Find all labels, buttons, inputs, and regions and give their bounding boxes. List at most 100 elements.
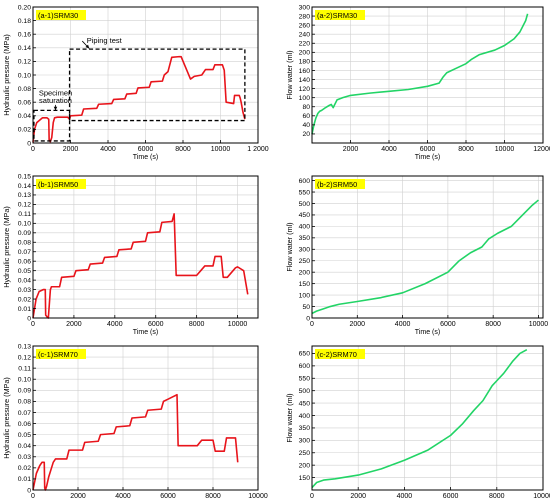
y-tick-label: 180 [299,59,311,66]
x-tick-label: 8000 [189,321,205,328]
dashed-region-box [68,48,246,122]
y-tick-label: 0.08 [18,86,31,93]
y-tick-label: 350 [299,425,311,432]
y-tick-label: 220 [299,41,311,48]
y-tick-label: 200 [299,462,311,469]
y-tick-label: 240 [299,32,311,39]
panel-c2: 150 200 250 300 350 400 450 500 550 600 650 0 2000 40… [285,345,550,500]
annotation-arrowhead [53,106,58,111]
x-tick-label: 10000 [228,321,248,328]
panel-badge-bg [315,179,365,189]
panel-a2: 20 40 60 80 100 120 140 160 180 200 220 240 260 280 30… [285,4,550,161]
y-tick-label: 0.09 [18,230,31,237]
y-tick-label: 0.03 [18,287,31,294]
y-tick-label: 0.01 [18,476,31,483]
y-tick-label: 0.02 [18,296,31,303]
y-axis-label: Hydraulic pressure (MPa) [2,206,11,287]
panel-badge-label: (a-2)SRM30 [317,11,357,20]
x-tick-label: 0 [310,493,314,500]
y-tick-label: 250 [299,450,311,457]
y-tick-label: 0.02 [18,465,31,472]
panel-badge-label: (b-2)SRM50 [317,180,357,189]
y-tick-label: 0.02 [18,127,31,134]
y-tick-label: 0.03 [18,454,31,461]
y-tick-label: 20 [302,131,310,138]
y-tick-label: 0.04 [18,113,31,120]
x-tick-label: 0 [310,321,314,328]
x-tick-label: 10000 [529,321,549,328]
x-tick-label: 8000 [458,146,474,153]
y-tick-label: 0 [27,487,31,494]
plot-frame [311,175,544,319]
annotation-label: Piping test [87,36,123,45]
y-tick-label: 0.11 [18,365,31,372]
y-tick-label: 600 [299,363,311,370]
y-tick-label: 100 [299,95,311,102]
panel-badge-bg [36,349,86,359]
y-tick-label: 0.20 [18,4,31,11]
x-axis-label: Time (s) [133,154,158,161]
x-tick-label: 2000 [63,146,79,153]
x-tick-label: 0 [31,146,35,153]
y-tick-label: 0.11 [18,211,31,218]
y-tick-label: 0.04 [18,277,31,284]
x-tick-label: 2000 [343,146,359,153]
plot-frame [32,345,259,491]
x-axis-label: Time (s) [415,154,440,161]
y-tick-label: 50 [302,304,310,311]
x-tick-label: 0 [31,493,35,500]
y-tick-label: 0.07 [18,249,31,256]
x-tick-label: 10000 [533,493,550,500]
x-tick-label: 6000 [148,321,164,328]
y-tick-label: 80 [302,104,310,111]
y-tick-label: 500 [299,201,311,208]
y-tick-label: 0.06 [18,259,31,266]
y-tick-label: 500 [299,388,311,395]
y-tick-label: 400 [299,413,311,420]
y-tick-label: 0 [27,140,31,147]
y-tick-label: 280 [299,13,311,20]
plot-frame [32,175,259,319]
x-tick-label: 2000 [350,321,366,328]
y-tick-label: 0.14 [18,183,31,190]
y-tick-label: 150 [299,281,311,288]
y-axis-label: Hydraulic pressure (MPa) [2,377,11,458]
y-tick-label: 600 [299,178,311,185]
x-tick-label: 4000 [397,493,413,500]
x-tick-label: 1 2000 [247,146,269,153]
series-line-a1 [32,55,246,143]
y-tick-label: 250 [299,258,311,265]
y-tick-label: 450 [299,400,311,407]
x-tick-label: 8000 [175,146,191,153]
x-tick-label: 2000 [66,321,82,328]
panel-b1: 0 0.01 0.02 0.03 0.04 0.05 0.06 0.07 0.08 0.09 0.1… [2,173,259,336]
panel-badge-label: (a-1)SRM30 [38,11,78,20]
x-tick-label: 10000 [248,493,268,500]
y-axis-label: Flow water (ml) [285,393,294,442]
y-tick-label: 0.16 [18,32,31,39]
y-tick-label: 0.04 [18,443,31,450]
y-tick-label: 650 [299,351,311,358]
x-tick-label: 6000 [443,493,459,500]
y-tick-label: 0.18 [18,18,31,25]
y-tick-label: 0.07 [18,410,31,417]
annotation-label: saturation [39,96,72,105]
y-tick-label: 120 [299,86,311,93]
annotation-label: Specimen [39,88,72,97]
y-tick-label: 0.13 [18,343,31,350]
x-tick-label: 4000 [115,493,131,500]
panel-badge-bg [36,10,86,20]
y-tick-label: 40 [302,122,310,129]
y-tick-label: 0.14 [18,45,31,52]
y-tick-label: 0.12 [18,354,31,361]
y-tick-label: 0.01 [18,306,31,313]
y-tick-label: 0.10 [18,72,31,79]
plot-frame [311,345,544,491]
y-tick-label: 300 [299,247,311,254]
y-tick-label: 0.13 [18,192,31,199]
panel-c1: 0 0.01 0.02 0.03 0.04 0.05 0.06 0.07 0.08 0.09 0.1… [2,343,268,500]
panel-badge-bg [315,349,365,359]
y-tick-label: 0.08 [18,240,31,247]
y-tick-label: 0.06 [18,100,31,107]
